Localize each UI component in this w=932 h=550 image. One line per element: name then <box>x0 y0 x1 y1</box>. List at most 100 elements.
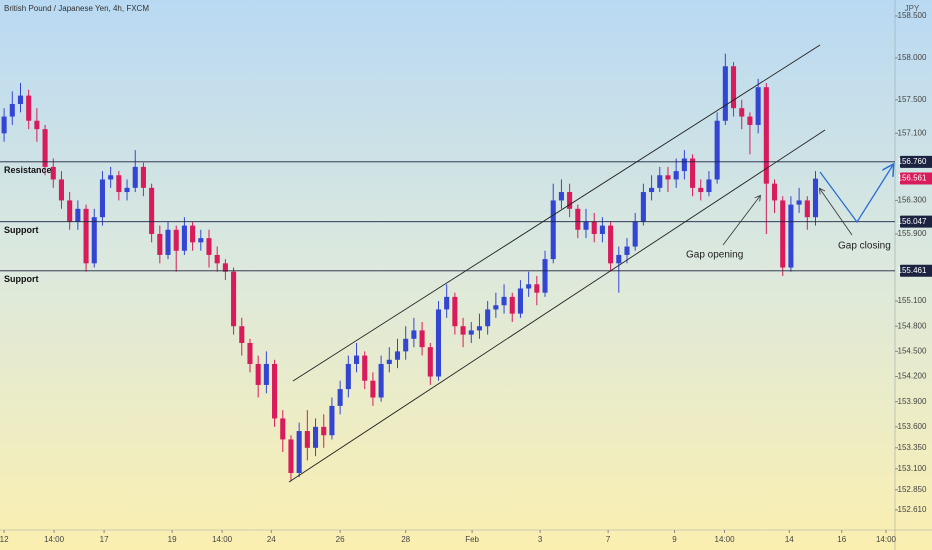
channel-line <box>292 44 821 382</box>
candle-body <box>378 363 384 398</box>
candle-body <box>231 271 237 327</box>
x-tick-label: 14:00 <box>715 535 736 544</box>
candle-body <box>632 221 638 247</box>
candle-body <box>116 175 122 193</box>
y-tick-label: 154.500 <box>898 346 927 355</box>
annotation: Gap opening <box>686 250 743 261</box>
candle-body <box>58 179 65 201</box>
candle-body <box>517 288 523 314</box>
candle-body <box>567 192 573 209</box>
y-tick-label: 153.600 <box>898 422 927 431</box>
projection-arrow <box>819 165 893 224</box>
x-tick-label: 26 <box>336 535 345 544</box>
y-tick-label: 152.610 <box>898 505 927 514</box>
x-tick-label: 24 <box>267 535 276 544</box>
candle-body <box>296 431 302 473</box>
y-tick-label: 154.800 <box>898 321 927 330</box>
level-label: 156.047 <box>898 217 927 226</box>
candle-body <box>9 103 15 117</box>
candle-body <box>624 246 630 255</box>
x-tick-label: 16 <box>837 535 846 544</box>
candle-body <box>501 296 507 306</box>
candle-body <box>157 233 163 255</box>
candle-body <box>304 431 310 448</box>
candle-body <box>755 87 761 125</box>
candle-body <box>599 225 605 234</box>
annotation-arrow <box>820 189 853 236</box>
candle-body <box>796 200 802 205</box>
y-tick-label: 158.500 <box>898 11 927 20</box>
candle-body <box>509 296 515 314</box>
x-tick-label: 14:00 <box>44 535 65 544</box>
candle-body <box>804 200 810 218</box>
annotation: Gap closing <box>838 241 891 252</box>
candle-body <box>526 284 532 289</box>
candle-body <box>616 254 622 264</box>
candle-body <box>370 380 376 398</box>
candle-body <box>34 120 40 130</box>
candle-body <box>763 87 769 184</box>
candle-body <box>214 254 220 264</box>
candle-body <box>132 166 138 188</box>
x-tick-label: 7 <box>606 535 611 544</box>
candle-body <box>198 238 204 243</box>
candle-body <box>280 418 286 440</box>
candle-body <box>83 208 89 264</box>
candle-body <box>67 200 73 222</box>
y-tick-label: 158.000 <box>898 53 927 62</box>
candle-body <box>345 363 351 390</box>
level-name: Support <box>4 274 39 284</box>
x-tick-label: 19 <box>168 535 177 544</box>
candle-body <box>714 120 720 180</box>
y-tick-label: 153.900 <box>898 397 927 406</box>
candle-body <box>247 342 253 364</box>
candle-body <box>534 284 540 293</box>
candle-body <box>608 225 614 264</box>
level-box <box>900 264 932 277</box>
candle-body <box>739 108 745 117</box>
candle-body <box>239 326 245 343</box>
y-tick-label: 157.100 <box>898 128 927 137</box>
candle-body <box>427 347 433 377</box>
candle-body <box>468 330 474 335</box>
x-tick-label: 17 <box>100 535 109 544</box>
candle-body <box>353 355 360 364</box>
candle-body <box>190 225 196 243</box>
candle-body <box>149 187 155 234</box>
candle-body <box>690 158 696 188</box>
candle-body <box>411 330 417 339</box>
candle-body <box>140 166 146 188</box>
annotation-arrow <box>722 196 760 246</box>
candle-body <box>173 229 179 251</box>
x-tick-label: Feb <box>465 535 479 544</box>
y-tick-label: 155.100 <box>898 296 927 305</box>
candle-body <box>99 179 105 218</box>
y-tick-label: 155.900 <box>898 229 927 238</box>
candle-body <box>17 95 24 104</box>
x-tick-label: 9 <box>672 535 677 544</box>
y-tick-label: 154.200 <box>898 372 927 381</box>
chart-title: British Pound / Japanese Yen, 4h, FXCM <box>4 4 149 13</box>
level-box <box>900 215 932 228</box>
candle-body <box>722 66 728 121</box>
candle-body <box>550 200 556 260</box>
candle-body <box>575 208 581 230</box>
candle-body <box>165 229 171 255</box>
y-tick-label: 157.500 <box>898 95 927 104</box>
last-price-label: 156.561 <box>898 174 927 183</box>
candle-body <box>91 217 97 264</box>
candle-body <box>706 179 712 193</box>
level-label: 156.760 <box>898 157 927 166</box>
x-tick-label: 14:00 <box>212 535 233 544</box>
candle-body <box>788 204 794 268</box>
candle-body <box>771 183 778 201</box>
candle-body <box>476 326 483 331</box>
candle-body <box>419 330 425 348</box>
y-tick-label: 152.850 <box>898 485 927 494</box>
candle-body <box>222 263 228 272</box>
channel-line <box>288 129 826 483</box>
candle-body <box>591 221 597 234</box>
x-tick-label: 12 <box>0 535 9 544</box>
level-name: Resistance <box>4 165 52 175</box>
